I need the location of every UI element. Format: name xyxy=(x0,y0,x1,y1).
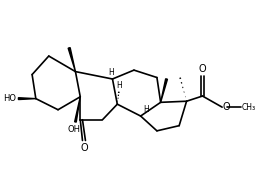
Polygon shape xyxy=(161,79,168,102)
Text: O: O xyxy=(222,102,230,112)
Text: H: H xyxy=(116,81,122,90)
Polygon shape xyxy=(68,48,76,72)
Text: O: O xyxy=(199,64,206,74)
Polygon shape xyxy=(18,98,36,100)
Text: H: H xyxy=(108,68,114,77)
Text: H: H xyxy=(143,105,149,114)
Polygon shape xyxy=(75,97,80,122)
Text: OH: OH xyxy=(67,125,80,134)
Text: HO: HO xyxy=(3,94,16,103)
Text: CH₃: CH₃ xyxy=(242,103,256,112)
Text: O: O xyxy=(80,143,88,153)
